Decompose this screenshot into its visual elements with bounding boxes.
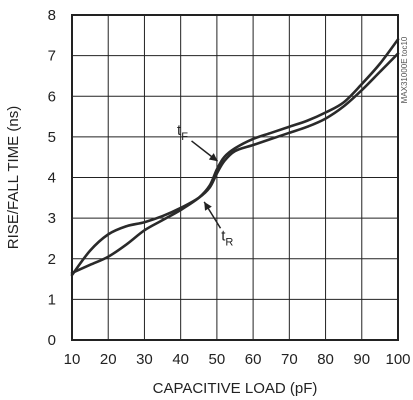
x-tick-label: 20 (100, 351, 117, 368)
label-tf-sub: F (181, 131, 188, 143)
x-tick-label: 50 (209, 351, 226, 368)
x-axis-title: CAPACITIVE LOAD (pF) (153, 380, 318, 397)
x-tick-label: 70 (281, 351, 298, 368)
y-tick-label: 6 (48, 88, 56, 105)
figure-id-watermark: MAX31000E toc10 (400, 36, 409, 103)
x-tick-label: 90 (353, 351, 370, 368)
x-tick-label: 10 (64, 351, 81, 368)
plot-frame (71, 14, 399, 341)
series-line-tr (70, 52, 400, 277)
label-tr-arrowhead (204, 201, 212, 211)
y-tick-label: 3 (48, 210, 56, 227)
label-tf-main: t (177, 122, 182, 139)
series-lines (70, 38, 400, 277)
y-tick-label: 0 (48, 332, 56, 349)
label-tf: tF (177, 122, 219, 162)
label-tf-text: tF (177, 122, 188, 143)
label-tf-arrowhead (208, 153, 218, 162)
x-tick-label: 100 (385, 351, 410, 368)
x-tick-label: 80 (317, 351, 334, 368)
label-tr-text: tR (221, 227, 233, 248)
grid (71, 14, 399, 341)
label-tr-sub: R (225, 236, 233, 248)
series-line-tf (70, 38, 400, 275)
y-tick-label: 1 (48, 291, 56, 308)
label-tr-main: t (221, 227, 226, 244)
y-tick-label: 5 (48, 129, 56, 146)
y-tick-label: 2 (48, 251, 56, 268)
tick-labels: 10 20 30 40 50 60 70 80 90 100 0 1 2 3 4 5 6 7 8 (48, 7, 411, 368)
y-tick-label: 4 (48, 170, 56, 187)
x-tick-label: 40 (172, 351, 189, 368)
y-tick-label: 8 (48, 7, 56, 24)
y-tick-label: 7 (48, 48, 56, 65)
x-tick-label: 60 (245, 351, 262, 368)
x-tick-label: 30 (136, 351, 153, 368)
y-axis-title: RISE/FALL TIME (ns) (5, 106, 22, 249)
label-tr: tR (203, 201, 233, 248)
